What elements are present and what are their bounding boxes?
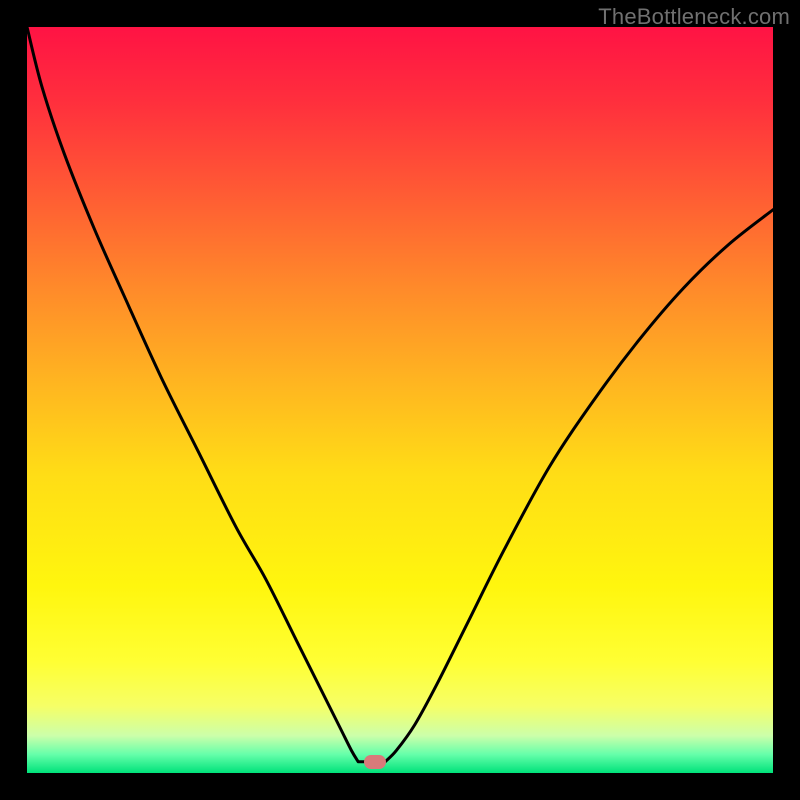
bottleneck-curve	[27, 27, 773, 773]
plot-area	[27, 27, 773, 773]
minimum-marker	[364, 755, 386, 769]
watermark-text: TheBottleneck.com	[598, 4, 790, 30]
outer-frame: TheBottleneck.com	[0, 0, 800, 800]
